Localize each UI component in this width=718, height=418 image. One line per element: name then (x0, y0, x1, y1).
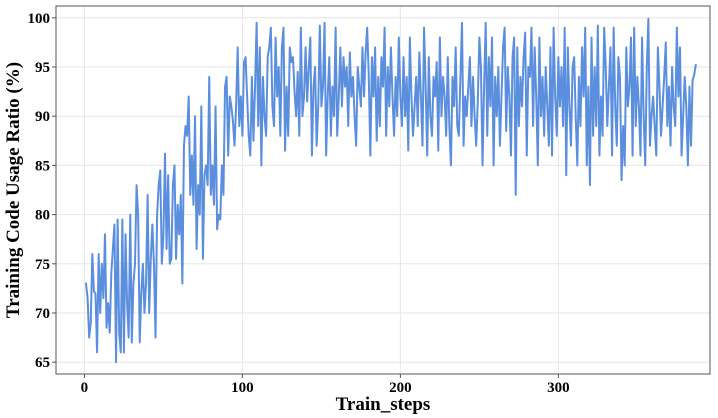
series-line-0 (85, 17, 697, 364)
y-tick-label: 65 (35, 355, 50, 371)
series-lines (85, 17, 697, 364)
y-tick-label: 100 (28, 11, 51, 27)
x-axis-label: Train_steps (336, 394, 431, 415)
y-tick-label: 80 (35, 208, 50, 224)
y-tick-label: 75 (35, 257, 50, 273)
x-tick-label: 0 (81, 380, 89, 396)
y-axis-label: Training Code Usage Ratio (%) (3, 62, 24, 318)
y-tick-label: 90 (35, 109, 50, 125)
y-axis-ticks: 65 70 75 80 85 90 95 100 (28, 11, 56, 371)
plot-frame (55, 5, 711, 375)
x-tick-label: 100 (231, 380, 254, 396)
y-tick-label: 85 (35, 158, 50, 174)
y-tick-label: 70 (35, 306, 50, 322)
y-tick-label: 95 (35, 60, 50, 76)
x-axis-ticks: 0 100 200 300 (81, 374, 570, 396)
x-tick-label: 200 (389, 380, 412, 396)
x-tick-label: 300 (547, 380, 570, 396)
